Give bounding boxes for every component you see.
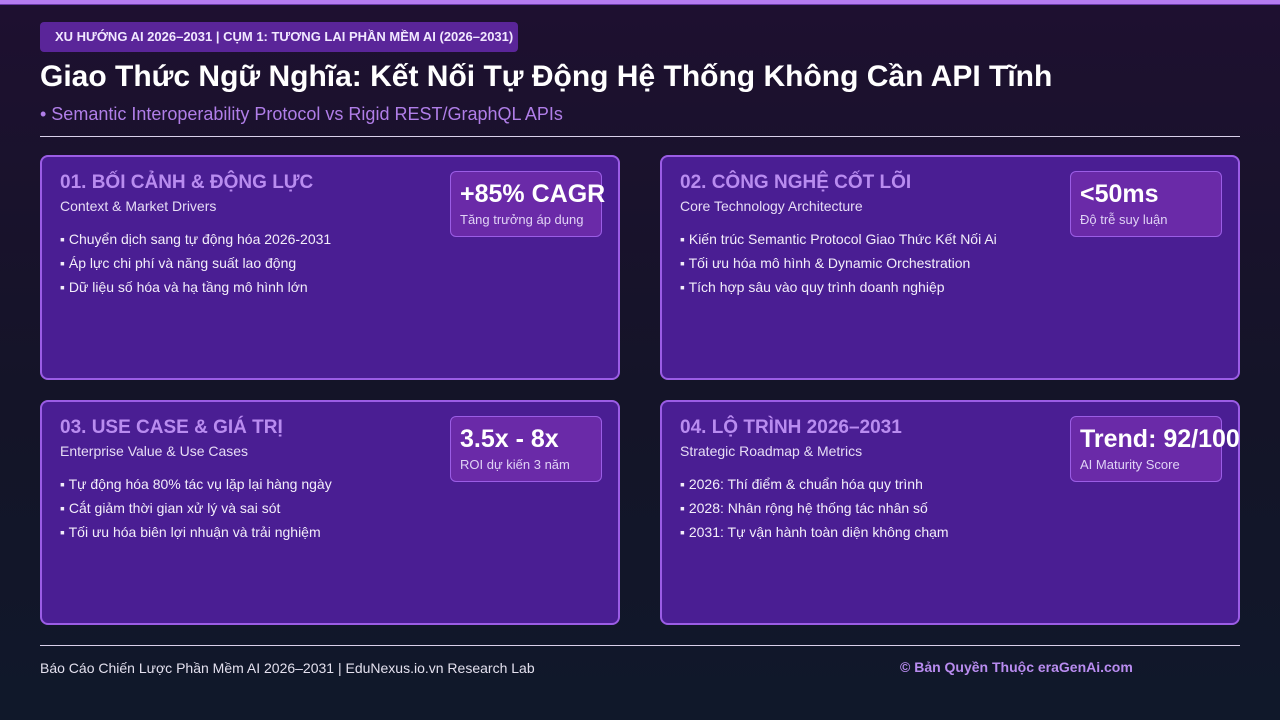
bullet-list: ▪ Chuyển dịch sang tự động hóa 2026-2031…: [60, 227, 331, 299]
bullet-list: ▪ Tự động hóa 80% tác vụ lặp lại hàng ng…: [60, 472, 332, 544]
footer-right: © Bản Quyền Thuộc eraGenAi.com: [900, 659, 1133, 675]
title: Giao Thức Ngữ Nghĩa: Kết Nối Tự Động Hệ …: [40, 60, 1053, 93]
divider: [40, 136, 1240, 137]
card-subtitle: Enterprise Value & Use Cases: [60, 443, 249, 459]
bullet: ▪ 2031: Tự vận hành toàn diện không chạm: [680, 524, 949, 540]
card: 04. LỘ TRÌNH 2026–2031 Strategic Roadmap …: [660, 400, 1240, 625]
card-subtitle: Strategic Roadmap & Metrics: [680, 443, 863, 459]
metric-value: Trend: 92/100: [1080, 425, 1240, 453]
bullet: ▪ Tối ưu hóa mô hình & Dynamic Orchestra…: [680, 255, 971, 271]
tag: XU HƯỚNG AI 2026–2031 | CỤM 1: TƯƠNG LAI…: [40, 22, 518, 52]
subtitle: • Semantic Interoperability Protocol vs …: [40, 104, 563, 124]
metric-label: ROI dự kiến 3 năm: [460, 457, 570, 472]
bullet: ▪ Tích hợp sâu vào quy trình doanh nghiệ…: [680, 279, 945, 295]
metric-label: Độ trễ suy luận: [1080, 212, 1168, 227]
metric-label: AI Maturity Score: [1080, 457, 1180, 472]
bullet-list: ▪ 2026: Thí điểm & chuẩn hóa quy trình ▪ …: [680, 472, 949, 544]
card: 03. USE CASE & GIÁ TRỊ Enterprise Value &…: [40, 400, 620, 625]
metric-value: <50ms: [1080, 180, 1159, 208]
top-bar: [0, 0, 1280, 5]
bullet: ▪ 2026: Thí điểm & chuẩn hóa quy trình: [680, 476, 923, 492]
metric-value: 3.5x - 8x: [460, 425, 559, 453]
metric-label: Tăng trưởng áp dụng: [460, 212, 584, 227]
card-subtitle: Core Technology Architecture: [680, 198, 863, 214]
bullet: ▪ Chuyển dịch sang tự động hóa 2026-2031: [60, 231, 332, 247]
card: 01. BỐI CẢNH & ĐỘNG LỰC Context & Market …: [40, 155, 620, 380]
bullet: ▪ Tối ưu hóa biên lợi nhuận và trải nghi…: [60, 524, 321, 540]
bullet: ▪ Dữ liệu số hóa và hạ tầng mô hình lớn: [60, 279, 308, 295]
card-title: 04. LỘ TRÌNH 2026–2031: [680, 417, 902, 438]
bullet-list: ▪ Kiến trúc Semantic Protocol Giao Thức …: [680, 227, 997, 299]
footer-left: Báo Cáo Chiến Lược Phần Mềm AI 2026–2031…: [40, 660, 535, 676]
bullet: ▪ Kiến trúc Semantic Protocol Giao Thức …: [680, 231, 997, 247]
divider: [40, 645, 1240, 646]
metric-box: <50ms Độ trễ suy luận: [1070, 171, 1222, 237]
bullet: ▪ Áp lực chi phí và năng suất lao động: [60, 255, 297, 271]
card-title: 02. CÔNG NGHỆ CỐT LÕI: [680, 172, 912, 193]
card-title: 01. BỐI CẢNH & ĐỘNG LỰC: [60, 172, 314, 193]
card-subtitle: Context & Market Drivers: [60, 198, 217, 214]
metric-box: 3.5x - 8x ROI dự kiến 3 năm: [450, 416, 602, 482]
card-title: 03. USE CASE & GIÁ TRỊ: [60, 417, 283, 438]
metric-value: +85% CAGR: [460, 180, 606, 208]
bullet: ▪ Cắt giảm thời gian xử lý và sai sót: [60, 500, 281, 516]
bullet: ▪ 2028: Nhân rộng hệ thống tác nhân số: [680, 500, 928, 516]
bullet: ▪ Tự động hóa 80% tác vụ lặp lại hàng ng…: [60, 476, 332, 492]
metric-box: Trend: 92/100 AI Maturity Score: [1070, 416, 1240, 482]
card: 02. CÔNG NGHỆ CỐT LÕI Core Technology Arc…: [660, 155, 1240, 380]
metric-box: +85% CAGR Tăng trưởng áp dụng: [450, 171, 606, 237]
